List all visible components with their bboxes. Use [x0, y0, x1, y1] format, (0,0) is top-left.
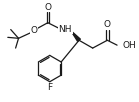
Text: O: O — [31, 26, 38, 35]
Text: F: F — [47, 83, 52, 92]
Polygon shape — [71, 31, 80, 41]
Text: OH: OH — [123, 41, 137, 50]
Text: O: O — [44, 3, 51, 12]
Text: NH: NH — [59, 25, 72, 34]
Text: O: O — [104, 20, 111, 29]
